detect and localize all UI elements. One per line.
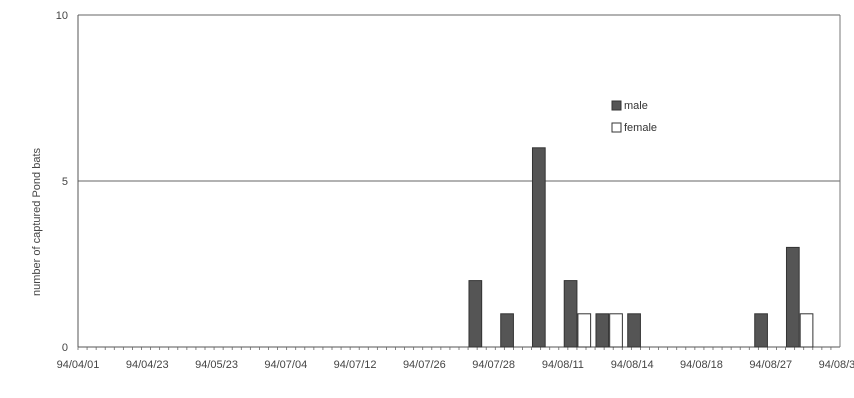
bar-male xyxy=(627,313,641,348)
bar-male xyxy=(500,313,514,348)
x-tick-label: 94/08/18 xyxy=(680,359,723,371)
x-tick-label: 94/08/11 xyxy=(542,359,584,371)
x-tick-label: 94/08/27 xyxy=(749,359,792,371)
bar-male xyxy=(785,246,800,348)
bar-female xyxy=(577,313,592,348)
x-tick-label: 94/04/01 xyxy=(57,359,100,371)
y-tick-label: 0 xyxy=(62,342,68,354)
legend-swatch-female xyxy=(611,122,622,133)
legend-label-female: female xyxy=(624,122,657,134)
y-tick-label: 5 xyxy=(62,176,68,188)
legend-swatch-male xyxy=(611,100,622,111)
legend-label-male: male xyxy=(624,100,648,112)
x-tick-label: 94/08/14 xyxy=(611,359,654,371)
legend: male female xyxy=(606,92,670,138)
x-tick-label: 94/05/23 xyxy=(195,359,238,371)
x-tick-label: 94/07/28 xyxy=(472,359,515,371)
y-tick-labels: 0 5 10 xyxy=(56,10,68,354)
y-axis-label: number of captured Pond bats xyxy=(31,148,43,296)
bar-male xyxy=(754,313,768,348)
bar-male xyxy=(563,280,578,348)
x-tick-label: 94/08/31 xyxy=(819,359,854,371)
x-tick-label: 94/07/04 xyxy=(264,359,307,371)
bar-female xyxy=(799,313,814,348)
bar-female xyxy=(609,313,623,348)
x-tick-labels: 94/04/01 94/04/23 94/05/23 94/07/04 94/07/12… xyxy=(57,359,854,371)
gridlines xyxy=(78,14,840,182)
axes xyxy=(77,15,841,350)
bar-male xyxy=(468,280,483,348)
x-tick-label: 94/04/23 xyxy=(126,359,169,371)
bars xyxy=(468,147,814,348)
bar-male xyxy=(595,313,610,348)
x-tick-label: 94/07/12 xyxy=(334,359,377,371)
bar-male xyxy=(531,147,546,348)
y-tick-label: 10 xyxy=(56,10,68,22)
x-tick-label: 94/07/26 xyxy=(403,359,446,371)
